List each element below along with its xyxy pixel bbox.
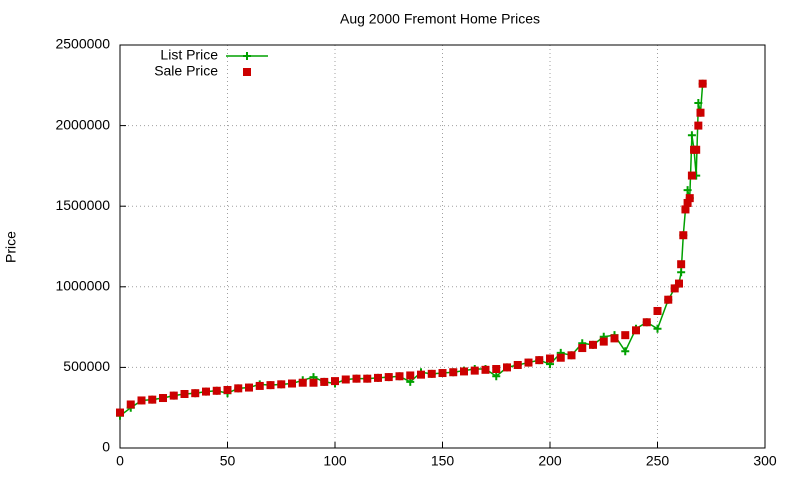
data-point: [320, 377, 329, 386]
data-point: [698, 79, 707, 88]
legend-marker: [243, 52, 251, 60]
plot-frame: [119, 44, 766, 449]
data-point: [116, 408, 124, 417]
y-tick-label: 2500000: [55, 36, 110, 52]
data-point: [599, 337, 608, 346]
data-point: [212, 386, 221, 395]
data-point: [578, 344, 587, 353]
data-point: [341, 375, 350, 384]
data-point: [679, 231, 688, 240]
legend-marker: [243, 68, 251, 76]
data-point: [255, 381, 264, 390]
legend-label: Sale Price: [154, 63, 218, 79]
data-point: [632, 326, 640, 335]
data-point: [481, 365, 490, 374]
data-point: [546, 354, 554, 363]
x-tick-label: 200: [538, 453, 562, 469]
data-point: [694, 99, 703, 108]
chart-title: Aug 2000 Fremont Home Prices: [340, 11, 540, 27]
data-point: [277, 380, 286, 389]
data-point: [687, 171, 696, 180]
x-tick-label: 50: [220, 453, 236, 469]
data-point: [524, 358, 533, 367]
x-tick-label: 250: [646, 453, 670, 469]
legend-label: List Price: [160, 47, 218, 63]
data-point: [449, 368, 458, 377]
data-point: [692, 145, 701, 154]
data-point: [513, 360, 522, 369]
data-point: [180, 389, 189, 398]
data-point: [589, 340, 597, 349]
data-point: [621, 347, 630, 356]
y-tick-label: 0: [102, 439, 110, 455]
x-tick-label: 100: [323, 453, 347, 469]
data-point: [191, 389, 200, 398]
data-point: [395, 372, 404, 381]
data-point: [406, 371, 415, 380]
data-point: [137, 396, 146, 405]
data-point: [677, 268, 686, 277]
data-point: [309, 378, 318, 387]
data-point: [363, 374, 372, 383]
data-point: [653, 306, 662, 315]
data-point: [610, 334, 619, 343]
data-point: [223, 385, 232, 394]
data-point: [331, 377, 339, 386]
data-point: [503, 363, 511, 372]
x-tick-label: 300: [753, 453, 777, 469]
data-point: [492, 372, 501, 381]
data-point: [384, 373, 393, 382]
x-tick-label: 150: [431, 453, 455, 469]
y-axis-label: Price: [3, 231, 19, 263]
data-point: [677, 260, 686, 269]
data-point: [438, 369, 447, 378]
data-point: [556, 353, 565, 362]
data-point: [670, 284, 679, 293]
data-point: [202, 387, 210, 396]
data-point: [245, 383, 253, 392]
data-point: [298, 378, 307, 387]
data-point: [470, 366, 479, 375]
data-point: [621, 331, 630, 340]
data-point: [535, 356, 544, 365]
y-tick-label: 2000000: [55, 116, 110, 132]
data-point: [567, 351, 576, 360]
data-point: [352, 374, 361, 383]
data-point: [492, 365, 501, 374]
data-point: [288, 379, 296, 388]
data-point: [266, 381, 275, 390]
data-point: [234, 384, 243, 393]
data-point: [642, 318, 651, 327]
data-point: [681, 205, 690, 214]
data-point: [683, 198, 692, 207]
series-line: [119, 83, 704, 417]
data-point: [159, 394, 167, 403]
data-point: [169, 391, 178, 400]
data-point: [374, 373, 382, 382]
data-point: [685, 194, 694, 203]
data-point: [683, 186, 692, 195]
y-tick-label: 500000: [63, 358, 110, 374]
data-point: [460, 367, 468, 376]
data-point: [675, 279, 683, 288]
data-point: [696, 108, 705, 117]
data-point: [148, 395, 157, 404]
data-point: [694, 121, 703, 130]
y-tick-label: 1500000: [55, 197, 110, 213]
data-point: [417, 370, 425, 379]
x-tick-label: 0: [116, 453, 124, 469]
data-point: [687, 131, 696, 140]
data-point: [653, 324, 662, 333]
data-point: [126, 400, 135, 409]
y-tick-label: 1000000: [55, 278, 110, 294]
data-point: [664, 295, 673, 304]
data-point: [427, 369, 436, 378]
